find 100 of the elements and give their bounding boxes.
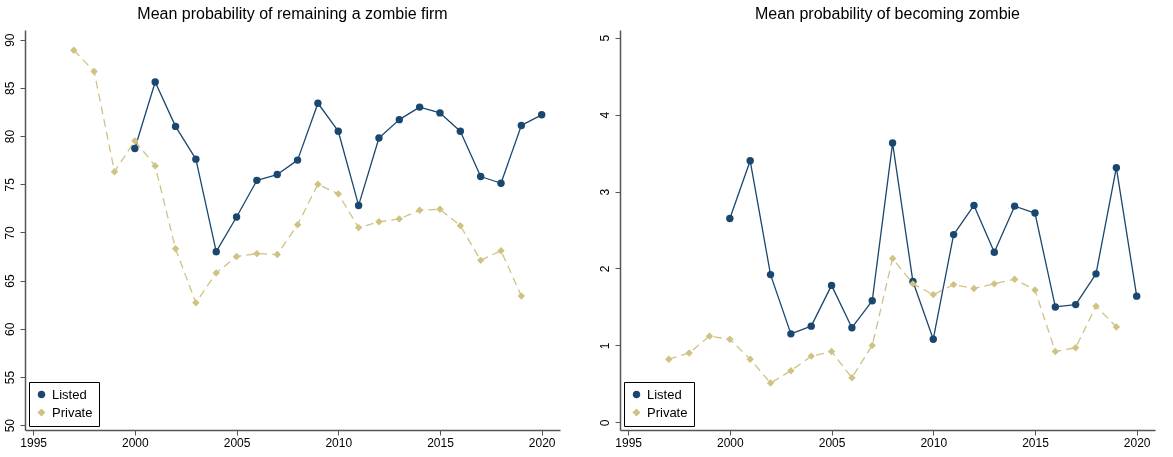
point: [868, 297, 876, 305]
point: [929, 335, 937, 343]
point: [354, 201, 363, 210]
legend-label: Private: [52, 404, 93, 420]
x-tick-label: 2000: [122, 435, 150, 450]
y-tick-label: 80: [2, 129, 17, 144]
point: [990, 248, 998, 257]
point: [1112, 323, 1121, 331]
point: [1132, 292, 1141, 300]
point: [212, 269, 220, 277]
point: [1010, 202, 1019, 210]
point: [970, 201, 978, 210]
y-tick-label: 5: [597, 34, 612, 42]
y-tick-label: 55: [2, 370, 17, 385]
point: [456, 221, 465, 230]
point: [476, 256, 485, 265]
point: [1092, 270, 1100, 278]
point: [726, 214, 734, 223]
y-tick-label: 1: [597, 342, 612, 350]
point: [497, 179, 505, 187]
y-tick-label: 75: [2, 177, 17, 192]
point: [171, 122, 180, 131]
point: [293, 156, 302, 164]
point: [273, 250, 281, 259]
point: [273, 170, 281, 179]
y-tick-label: 90: [2, 33, 17, 47]
y-tick-label: 4: [597, 111, 612, 119]
point: [151, 162, 159, 170]
point: [807, 322, 815, 330]
point: [517, 292, 526, 300]
point: [253, 176, 261, 185]
y-tick-label: 0: [597, 419, 612, 427]
point: [334, 127, 342, 135]
point: [1071, 300, 1080, 309]
point: [949, 280, 958, 289]
point: [70, 46, 78, 54]
point: [436, 205, 444, 213]
point: [868, 341, 876, 350]
y-tick-label: 60: [2, 322, 17, 336]
point: [537, 111, 546, 119]
point: [415, 206, 424, 214]
point: [848, 373, 856, 382]
x-tick-label: 2010: [920, 435, 948, 450]
point: [436, 109, 444, 117]
point: [1031, 209, 1039, 217]
point: [395, 115, 403, 124]
point: [456, 127, 465, 135]
point: [192, 155, 200, 163]
point: [253, 249, 261, 258]
point: [395, 215, 403, 223]
point: [314, 99, 322, 107]
point: [705, 332, 714, 340]
point: [131, 137, 139, 145]
point: [354, 223, 363, 232]
point: [110, 167, 119, 176]
y-tick-label: 2: [597, 265, 612, 273]
y-tick-label: 65: [2, 274, 17, 288]
point: [131, 144, 139, 153]
legend-label: Listed: [647, 386, 682, 402]
point: [766, 379, 775, 387]
point: [232, 252, 241, 261]
x-tick-label: 2020: [528, 435, 556, 450]
point: [949, 230, 958, 239]
point: [415, 103, 424, 111]
point: [375, 134, 383, 142]
point: [766, 270, 775, 279]
point: [90, 67, 98, 76]
point: [293, 220, 302, 229]
x-tick-label: 1995: [20, 435, 48, 450]
legend-label: Listed: [52, 386, 87, 402]
x-tick-label: 2015: [427, 435, 455, 450]
point: [746, 157, 754, 165]
x-tick-label: 1995: [615, 435, 643, 450]
y-tick-label: 3: [597, 188, 612, 196]
point: [192, 299, 200, 307]
legend-label: Private: [647, 404, 688, 420]
point: [1051, 303, 1060, 311]
point: [746, 355, 754, 363]
point: [212, 247, 220, 256]
point: [232, 213, 241, 221]
x-tick-label: 2020: [1123, 435, 1151, 450]
x-tick-label: 2015: [1022, 435, 1050, 450]
x-tick-label: 2005: [818, 435, 846, 450]
point: [1051, 347, 1060, 356]
point: [726, 335, 734, 343]
point: [151, 78, 159, 86]
point: [314, 180, 322, 188]
x-tick-label: 2000: [717, 435, 745, 450]
y-tick-label: 50: [2, 418, 17, 433]
y-tick-label: 70: [2, 225, 17, 240]
point: [848, 323, 856, 332]
point: [888, 139, 897, 147]
x-tick-label: 2010: [325, 435, 353, 450]
point: [787, 330, 795, 338]
point: [990, 280, 998, 288]
point: [787, 367, 795, 375]
point: [1071, 343, 1080, 352]
point: [476, 172, 485, 181]
point: [807, 352, 815, 360]
point: [827, 347, 836, 356]
